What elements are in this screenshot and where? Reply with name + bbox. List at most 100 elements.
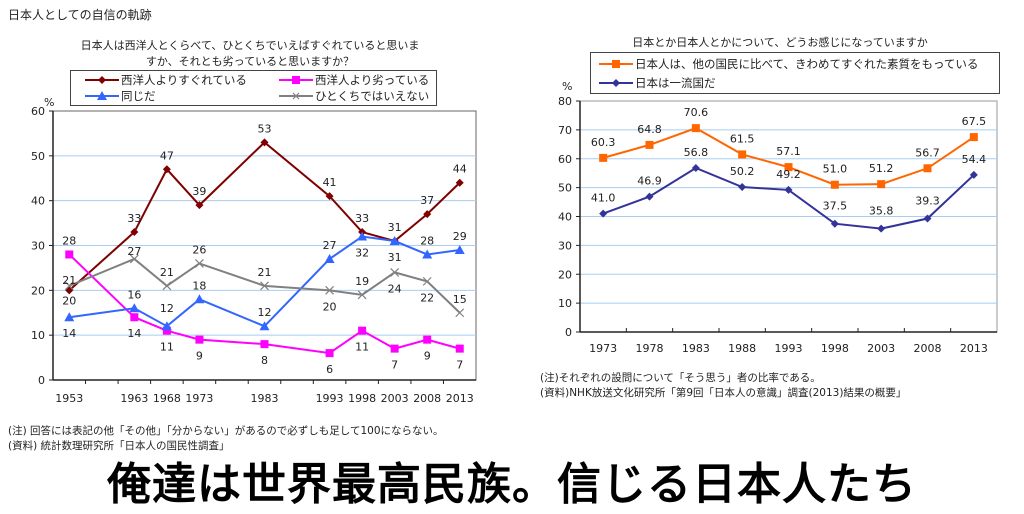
- data-label: 27: [127, 245, 141, 258]
- data-point-diamond: [830, 219, 839, 228]
- y-tick-label: 60: [31, 105, 45, 118]
- data-point-square: [162, 326, 171, 335]
- right-chart-legend: 日本人は、他の国民に比べて、きわめてすぐれた素質をもっている 日本は一流国だ: [590, 52, 1000, 94]
- data-point-diamond: [260, 138, 269, 147]
- legend-item-inferior: 西洋人より劣っている: [279, 72, 429, 88]
- x-tick-label: 1998: [348, 392, 376, 405]
- right-note: (注)それぞれの設問について「そう思う」者の比率である。: [540, 372, 821, 384]
- x-tick-label: 1973: [589, 342, 617, 355]
- data-label: 27: [323, 239, 337, 252]
- data-label: 50.2: [730, 165, 755, 178]
- y-axis-label: %: [562, 80, 572, 93]
- legend-item-superior: 西洋人よりすぐれている: [85, 72, 247, 88]
- data-point-triangle: [194, 294, 205, 304]
- data-label: 7: [456, 359, 463, 372]
- data-label: 51.0: [823, 163, 848, 176]
- y-tick-label: 10: [31, 329, 45, 342]
- data-point-square: [455, 344, 464, 353]
- data-point-square: [390, 344, 399, 353]
- x-tick-label: 2003: [867, 342, 895, 355]
- data-label: 26: [192, 243, 206, 256]
- data-point-square: [691, 124, 700, 133]
- data-point-square: [784, 163, 793, 172]
- data-label: 12: [160, 302, 174, 315]
- legend-label: 同じだ: [121, 89, 156, 103]
- data-label: 39: [192, 185, 206, 198]
- data-point-triangle: [161, 321, 172, 331]
- data-label: 33: [127, 212, 141, 225]
- data-point-x: [325, 285, 335, 295]
- right-source: (資料)NHK放送文化研究所「第9回「日本人の意識」調査(2013)結果の概要」: [540, 387, 907, 399]
- y-tick-label: 70: [558, 124, 572, 137]
- x-tick-label: 1993: [316, 392, 344, 405]
- legend-marker-square-icon: [599, 60, 633, 68]
- headline-caption: 俺達は世界最高民族。信じる日本人たち: [107, 459, 917, 510]
- data-point-x: [194, 259, 204, 268]
- data-point-triangle: [64, 312, 75, 322]
- data-point-square: [923, 164, 932, 173]
- x-tick-label: 2013: [446, 392, 474, 405]
- series-line: [68, 253, 460, 355]
- x-tick-label: 1998: [821, 342, 849, 355]
- data-point-x: [129, 254, 139, 264]
- y-tick-label: 0: [565, 326, 572, 339]
- data-label: 32: [355, 247, 369, 260]
- y-tick-label: 80: [558, 95, 572, 108]
- data-point-triangle: [389, 236, 400, 246]
- data-point-diamond: [645, 192, 654, 201]
- data-point-diamond: [423, 210, 432, 219]
- data-label: 64.8: [637, 123, 662, 136]
- data-point-square: [599, 153, 608, 162]
- data-label: 61.5: [730, 132, 755, 145]
- data-label: 14: [127, 327, 141, 340]
- left-question-line2: すか、それとも劣っていると思いますか？: [145, 55, 355, 68]
- y-tick-label: 50: [558, 182, 572, 195]
- data-label: 35.8: [869, 205, 894, 218]
- data-label: 31: [388, 221, 402, 234]
- legend-item-cannot-say: ひとくちではいえない: [279, 88, 429, 104]
- data-label: 21: [258, 266, 272, 279]
- data-label: 18: [192, 279, 206, 292]
- data-label: 11: [160, 341, 174, 354]
- data-point-square: [423, 335, 432, 344]
- data-label: 70.6: [684, 106, 709, 119]
- data-point-diamond: [923, 214, 932, 223]
- x-tick-label: 2008: [413, 392, 441, 405]
- data-label: 49.2: [776, 168, 801, 181]
- data-label: 53: [258, 122, 272, 135]
- data-point-square: [738, 150, 747, 159]
- data-label: 9: [196, 350, 203, 363]
- right-line-chart: % 0 10 20 30 40 50 60 70 80 1973 1978 1983 1988 1993 1…: [558, 80, 998, 355]
- legend-item-first-class-country: 日本は一流国だ: [599, 75, 716, 91]
- data-label: 15: [453, 293, 467, 306]
- data-point-x: [64, 281, 74, 291]
- y-tick-label: 0: [38, 374, 45, 387]
- data-point-diamond: [599, 209, 608, 218]
- data-point-triangle: [454, 244, 465, 254]
- data-label: 24: [388, 282, 402, 295]
- data-label: 8: [261, 354, 268, 367]
- data-label: 20: [62, 294, 76, 307]
- data-point-diamond: [738, 183, 747, 192]
- legend-marker-square-icon: [279, 76, 313, 84]
- data-point-diamond: [162, 165, 171, 174]
- x-tick-label: 1968: [153, 392, 181, 405]
- right-chart-question: 日本とか日本人とかについて、どうお感じになっていますか: [632, 36, 928, 49]
- page-title: 日本人としての自信の軌跡: [8, 8, 152, 22]
- data-point-triangle: [422, 249, 433, 259]
- data-point-square: [358, 326, 367, 335]
- x-tick-label: 1983: [682, 342, 710, 355]
- data-label: 67.5: [962, 115, 987, 128]
- data-label: 21: [160, 266, 174, 279]
- data-label: 20: [323, 300, 337, 313]
- data-point-triangle: [129, 303, 140, 313]
- legend-item-same: 同じだ: [85, 88, 156, 104]
- series-line: [68, 141, 461, 292]
- left-chart-question: 日本人は西洋人とくらべて、ひとくちでいえばすぐれていると思いま すか、それとも劣…: [60, 38, 440, 70]
- data-point-diamond: [130, 228, 139, 237]
- legend-marker-triangle-icon: [85, 91, 119, 100]
- data-label: 9: [424, 350, 431, 363]
- x-tick-label: 2008: [914, 342, 942, 355]
- series-line: [69, 235, 460, 328]
- data-point-diamond: [455, 178, 464, 187]
